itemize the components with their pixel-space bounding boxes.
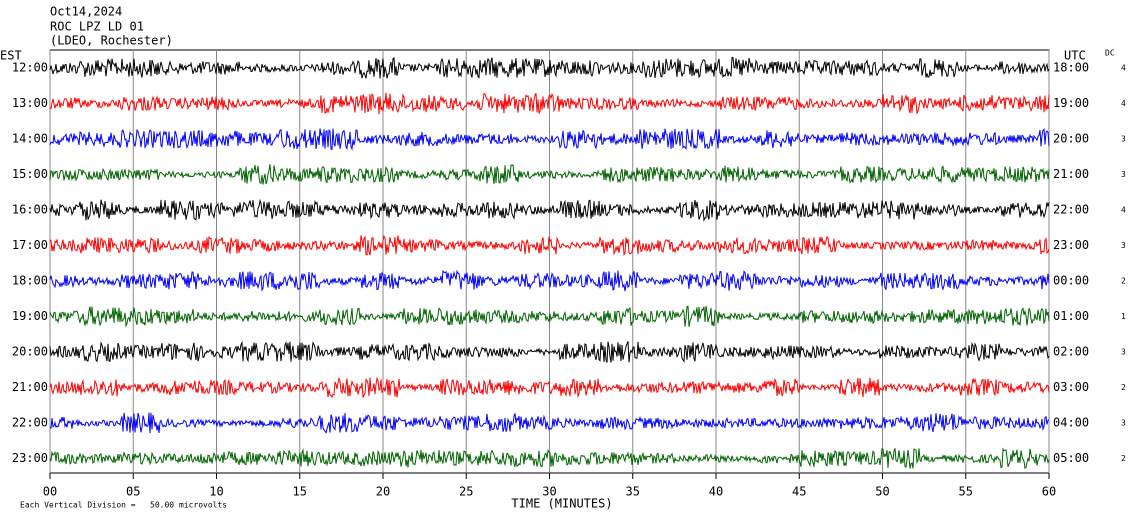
x-tick-label: 20: [376, 485, 390, 499]
row-dc: 3: [1121, 170, 1126, 179]
footer: Each Vertical Division = 50.00 microvolt…: [20, 501, 227, 510]
waveform: [49, 412, 1050, 434]
x-tick-label: 30: [542, 485, 556, 499]
x-tick-label: 35: [626, 485, 640, 499]
row-right-label: 22:00: [1053, 203, 1089, 217]
row-left-label: 22:00: [12, 416, 48, 430]
row-right-label: 20:00: [1053, 132, 1089, 146]
row-dc: 4: [1121, 64, 1126, 73]
row-left-label: 20:00: [12, 345, 48, 359]
row-dc: 2: [1121, 383, 1126, 392]
waveform: [49, 128, 1050, 151]
title-line: ROC LPZ LD 01: [50, 20, 144, 34]
x-tick-label: 15: [293, 485, 307, 499]
row-dc: 3: [1121, 135, 1126, 144]
x-tick-label: 50: [875, 485, 889, 499]
waveform: [49, 447, 1050, 470]
row-left-label: 14:00: [12, 132, 48, 146]
waveform: [49, 164, 1050, 185]
x-axis-label: TIME (MINUTES): [511, 497, 612, 511]
waveform: [49, 56, 1050, 79]
x-tick-label: 25: [459, 485, 473, 499]
row-left-label: 21:00: [12, 380, 48, 394]
row-right-label: 05:00: [1053, 451, 1089, 465]
row-left-label: 19:00: [12, 309, 48, 323]
x-tick-label: 55: [959, 485, 973, 499]
row-left-label: 15:00: [12, 167, 48, 181]
row-dc: 4: [1121, 99, 1126, 108]
waveform: [49, 269, 1050, 292]
x-tick-label: 00: [43, 485, 57, 499]
row-right-label: 19:00: [1053, 96, 1089, 110]
row-dc: 4: [1121, 206, 1126, 215]
row-right-label: 03:00: [1053, 380, 1089, 394]
waveform: [49, 305, 1050, 328]
title-line: Oct14,2024: [50, 5, 122, 19]
row-right-label: 02:00: [1053, 345, 1089, 359]
waveform: [49, 198, 1050, 223]
waveform: [49, 92, 1050, 116]
row-dc: 2: [1121, 454, 1126, 463]
row-dc: 3: [1121, 419, 1126, 428]
x-tick-label: 40: [709, 485, 723, 499]
right-axis-label: UTC: [1064, 49, 1086, 63]
waveform: [49, 340, 1050, 363]
row-dc: 2: [1121, 277, 1126, 286]
x-tick-label: 60: [1042, 485, 1056, 499]
row-left-label: 23:00: [12, 451, 48, 465]
row-left-label: 17:00: [12, 238, 48, 252]
waveform: [49, 234, 1050, 256]
row-left-label: 16:00: [12, 203, 48, 217]
row-right-label: 00:00: [1053, 274, 1089, 288]
title-line: (LDEO, Rochester): [50, 34, 173, 48]
row-left-label: 12:00: [12, 61, 48, 75]
row-dc: 3: [1121, 241, 1126, 250]
waveform: [49, 376, 1050, 399]
x-tick-label: 45: [792, 485, 806, 499]
dc-label: DC: [1105, 49, 1115, 58]
row-right-label: 04:00: [1053, 416, 1089, 430]
row-dc: 1: [1121, 312, 1126, 321]
x-tick-label: 10: [209, 485, 223, 499]
row-right-label: 21:00: [1053, 167, 1089, 181]
row-right-label: 01:00: [1053, 309, 1089, 323]
row-right-label: 18:00: [1053, 61, 1089, 75]
left-axis-label: EST: [0, 49, 22, 63]
row-left-label: 18:00: [12, 274, 48, 288]
row-dc: 3: [1121, 348, 1126, 357]
x-tick-label: 05: [126, 485, 140, 499]
row-right-label: 23:00: [1053, 238, 1089, 252]
row-left-label: 13:00: [12, 96, 48, 110]
